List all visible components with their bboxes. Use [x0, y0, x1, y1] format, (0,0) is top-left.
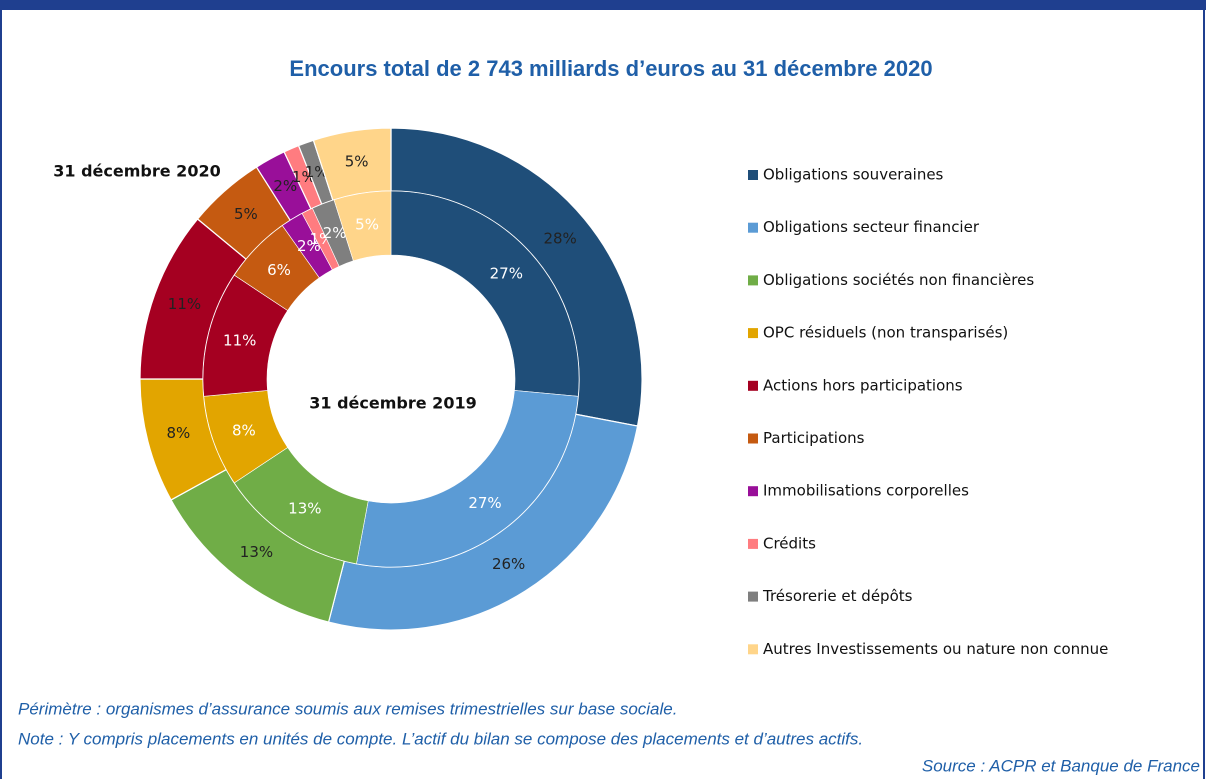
data-label: 13%: [288, 500, 321, 518]
inner-ring-label: 31 décembre 2019: [309, 394, 476, 413]
legend-swatch: [748, 170, 758, 180]
donut-segment: [390, 190, 580, 397]
legend-swatch: [748, 380, 758, 391]
data-label: 28%: [543, 230, 576, 248]
data-label: 2%: [297, 237, 321, 255]
data-label: 11%: [223, 331, 256, 349]
source: Source : ACPR et Banque de France: [922, 756, 1200, 775]
data-label: 8%: [166, 424, 190, 442]
legend-label: Crédits: [763, 534, 816, 552]
legend-label: Trésorerie et dépôts: [762, 587, 913, 605]
legend-label: Obligations secteur financier: [763, 218, 980, 236]
legend-label: OPC résiduels (non transparisés): [763, 324, 1008, 342]
legend-swatch: [748, 486, 758, 497]
data-label: 13%: [240, 543, 273, 561]
legend-label: Actions hors participations: [763, 376, 963, 394]
chart-title: Encours total de 2 743 milliards d’euros…: [289, 56, 932, 81]
data-label: 5%: [355, 215, 379, 233]
data-label: 8%: [232, 421, 256, 439]
legend-label: Participations: [763, 429, 865, 447]
legend-swatch: [748, 328, 758, 339]
legend-label: Obligations sociétés non financières: [763, 271, 1034, 289]
data-label: 5%: [345, 153, 369, 171]
legend-swatch: [748, 222, 758, 233]
legend-swatch: [748, 591, 758, 602]
donut-segment: [356, 390, 579, 568]
data-label: 2%: [323, 224, 347, 242]
note: Note : Y compris placements en unités de…: [18, 729, 863, 748]
data-label: 2%: [273, 177, 297, 195]
data-label: 5%: [234, 205, 258, 223]
legend-label: Autres Investissements ou nature non con…: [763, 640, 1108, 658]
top-bar: [0, 0, 1206, 10]
donut-segment: [333, 190, 392, 262]
legend-swatch: [748, 644, 758, 655]
note-scope: Périmètre : organismes d’assurance soumi…: [18, 699, 677, 718]
legend-label: Obligations souveraines: [763, 166, 944, 184]
data-label: 27%: [490, 264, 523, 282]
outer-ring-label: 31 décembre 2020: [53, 162, 220, 181]
legend-swatch: [748, 538, 758, 549]
data-label: 6%: [267, 261, 291, 279]
data-label: 11%: [168, 295, 201, 313]
data-label: 27%: [468, 494, 501, 512]
legend-swatch: [748, 275, 758, 286]
legend-swatch: [748, 433, 758, 444]
data-label: 26%: [492, 555, 525, 573]
legend-label: Immobilisations corporelles: [763, 482, 969, 500]
